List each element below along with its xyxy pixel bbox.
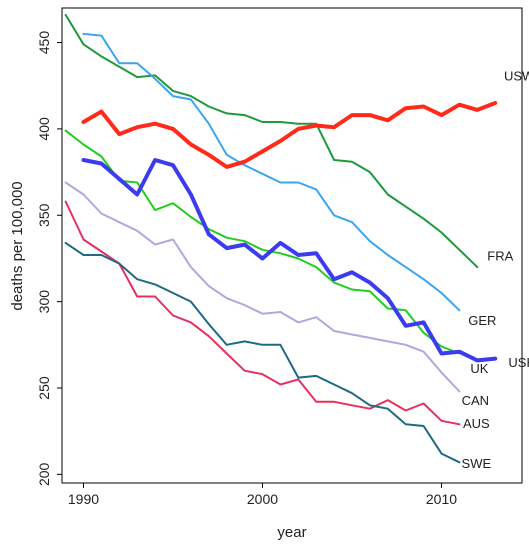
series-label-ush: USH	[508, 355, 529, 370]
series-line-fra	[64, 13, 479, 269]
x-axis-ticks: 1990 2000 2010	[68, 483, 457, 507]
plot-frame	[61, 7, 523, 484]
y-tick-label: 400	[36, 117, 52, 141]
x-tick-label: 2010	[426, 491, 457, 507]
x-tick-label: 1990	[68, 491, 99, 507]
series-label-can: CAN	[462, 393, 489, 408]
series-label-usw: USW	[504, 69, 529, 84]
x-axis-title: year	[277, 524, 306, 541]
series-labels: USW FRA GER USH UK CAN AUS SWE	[462, 69, 529, 471]
y-tick-label: 450	[36, 31, 52, 55]
series-label-fra: FRA	[487, 249, 513, 264]
y-tick-label: 200	[36, 462, 52, 486]
series-label-uk: UK	[470, 361, 488, 376]
y-tick-label: 250	[36, 376, 52, 400]
y-axis-title: deaths per 100,000	[9, 181, 26, 310]
series-label-ger: GER	[468, 313, 496, 328]
x-tick-label: 2000	[247, 491, 278, 507]
series-line-swe	[64, 241, 461, 464]
series-line-aus	[64, 200, 461, 426]
series-lines	[64, 13, 498, 464]
series-line-usw	[81, 101, 498, 169]
series-line-ger	[82, 32, 461, 312]
y-tick-label: 300	[36, 290, 52, 314]
series-line-can	[64, 181, 461, 393]
series-label-swe: SWE	[462, 456, 492, 471]
y-tick-label: 350	[36, 203, 52, 227]
series-line-ush	[81, 158, 498, 363]
series-label-aus: AUS	[463, 416, 490, 431]
y-axis-ticks: 200 250 300 350 400 450	[36, 31, 62, 486]
